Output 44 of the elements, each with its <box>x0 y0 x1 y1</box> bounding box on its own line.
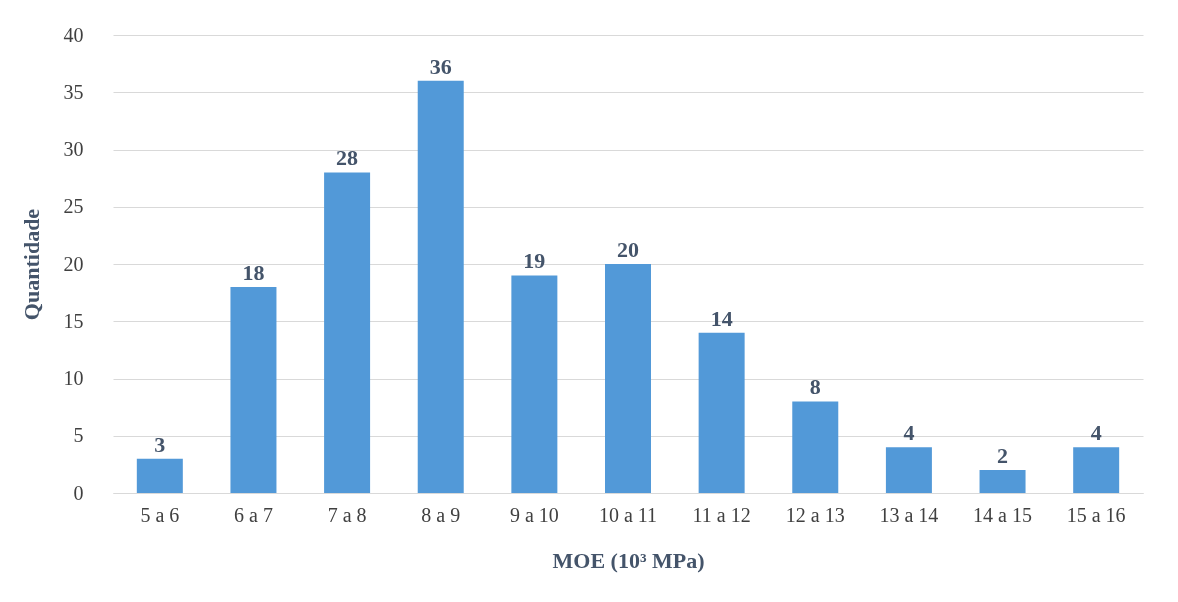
bar <box>698 332 745 493</box>
y-tick-label: 5 <box>73 424 84 447</box>
x-tick-label: 11 a 12 <box>692 503 751 526</box>
y-tick-label: 0 <box>73 481 84 504</box>
y-tick-label: 20 <box>63 252 84 275</box>
data-label: 19 <box>523 248 546 274</box>
x-tick-label: 10 a 11 <box>598 503 658 526</box>
x-tick-label: 5 a 6 <box>140 503 180 526</box>
x-tick-label: 13 a 14 <box>879 503 939 526</box>
y-tick-label: 35 <box>63 80 84 103</box>
x-axis-title: MOE (10³ MPa) <box>552 547 705 573</box>
x-tick-label: 12 a 13 <box>785 503 845 526</box>
data-label: 2 <box>997 443 1009 469</box>
bar <box>605 264 651 493</box>
y-axis-title: Quantidade <box>18 208 44 321</box>
data-label: 20 <box>617 237 639 262</box>
y-tick-label: 40 <box>63 23 84 46</box>
y-tick-label: 25 <box>63 195 84 218</box>
data-label: 4 <box>903 420 915 446</box>
bar <box>885 447 932 493</box>
bar <box>979 470 1026 493</box>
bar <box>511 275 558 493</box>
data-label: 28 <box>336 145 359 171</box>
x-tick-label: 7 a 8 <box>327 503 367 526</box>
bar <box>324 172 371 493</box>
y-tick-label: 10 <box>63 367 84 389</box>
bar <box>417 80 464 493</box>
y-tick-label: 15 <box>63 309 84 332</box>
bar <box>136 458 183 493</box>
data-label: 14 <box>710 305 733 331</box>
x-tick-label: 9 a 10 <box>509 503 559 526</box>
data-label: 3 <box>154 431 166 457</box>
bar <box>230 286 277 493</box>
bar <box>792 401 839 493</box>
x-tick-label: 6 a 7 <box>234 503 273 526</box>
data-label: 36 <box>429 53 452 79</box>
data-label: 8 <box>809 374 821 400</box>
x-tick-label: 15 a 16 <box>1066 503 1126 526</box>
x-tick-label: 14 a 15 <box>973 503 1032 526</box>
y-tick-label: 30 <box>63 138 84 160</box>
x-tick-label: 8 a 9 <box>421 503 461 526</box>
bar <box>1073 447 1120 493</box>
data-label: 4 <box>1090 420 1102 446</box>
data-label: 18 <box>242 259 265 285</box>
